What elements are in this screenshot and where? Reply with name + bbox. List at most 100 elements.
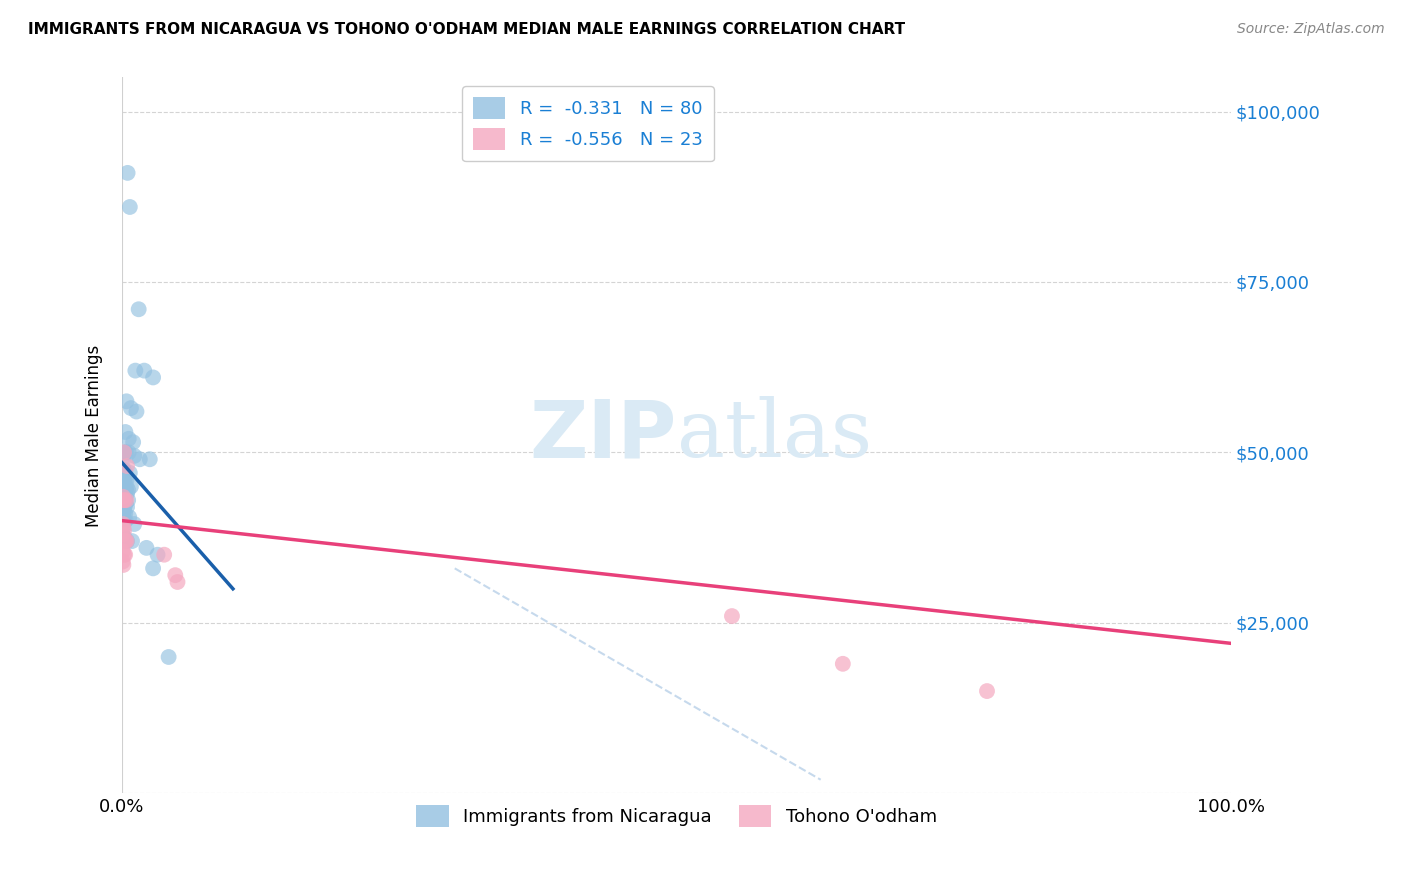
Point xyxy=(114,534,136,549)
Point xyxy=(112,462,135,476)
Text: atlas: atlas xyxy=(676,396,872,475)
Point xyxy=(114,466,136,480)
Point xyxy=(111,459,134,474)
Point xyxy=(120,401,142,416)
Point xyxy=(114,514,136,528)
Point xyxy=(114,490,136,504)
Point xyxy=(112,445,135,459)
Point xyxy=(128,452,150,467)
Point xyxy=(111,473,134,487)
Point xyxy=(114,483,136,497)
Point xyxy=(111,527,134,541)
Point xyxy=(112,466,135,480)
Point xyxy=(114,486,136,500)
Point xyxy=(112,500,135,514)
Point xyxy=(115,473,138,487)
Point xyxy=(122,449,145,463)
Point xyxy=(111,490,134,504)
Point xyxy=(112,524,135,538)
Point xyxy=(112,490,135,504)
Point xyxy=(111,490,134,504)
Point xyxy=(112,445,135,459)
Point xyxy=(115,394,138,409)
Point xyxy=(118,200,141,214)
Point xyxy=(114,425,136,439)
Point xyxy=(157,650,180,665)
Point xyxy=(115,445,138,459)
Point xyxy=(166,574,188,589)
Point xyxy=(121,534,143,549)
Point xyxy=(114,531,136,545)
Point xyxy=(831,657,853,671)
Point xyxy=(112,497,135,511)
Point xyxy=(118,432,141,446)
Text: ZIP: ZIP xyxy=(529,396,676,475)
Point xyxy=(721,609,744,624)
Point xyxy=(111,479,134,493)
Point xyxy=(114,493,136,508)
Point xyxy=(112,473,135,487)
Point xyxy=(125,404,148,418)
Point xyxy=(112,507,135,521)
Point xyxy=(122,435,145,450)
Legend: Immigrants from Nicaragua, Tohono O'odham: Immigrants from Nicaragua, Tohono O'odha… xyxy=(409,798,943,834)
Y-axis label: Median Male Earnings: Median Male Earnings xyxy=(86,344,103,526)
Point xyxy=(112,493,135,508)
Point xyxy=(111,514,134,528)
Point xyxy=(115,493,138,508)
Point xyxy=(111,555,134,569)
Point xyxy=(115,486,138,500)
Point xyxy=(114,497,136,511)
Point xyxy=(146,548,169,562)
Point xyxy=(139,452,162,467)
Point xyxy=(112,520,135,534)
Point xyxy=(111,527,134,541)
Point xyxy=(114,493,136,508)
Point xyxy=(117,166,139,180)
Point xyxy=(111,507,134,521)
Point xyxy=(111,500,134,514)
Point xyxy=(118,466,141,480)
Point xyxy=(114,500,136,514)
Point xyxy=(112,514,135,528)
Point xyxy=(142,561,165,575)
Point xyxy=(111,516,134,531)
Point xyxy=(118,445,141,459)
Point xyxy=(115,534,138,549)
Point xyxy=(117,483,139,497)
Point xyxy=(111,493,134,508)
Point xyxy=(115,500,138,514)
Point xyxy=(142,370,165,384)
Point xyxy=(114,548,136,562)
Point xyxy=(114,507,136,521)
Text: IMMIGRANTS FROM NICARAGUA VS TOHONO O'ODHAM MEDIAN MALE EARNINGS CORRELATION CHA: IMMIGRANTS FROM NICARAGUA VS TOHONO O'OD… xyxy=(28,22,905,37)
Point xyxy=(135,541,157,555)
Text: Source: ZipAtlas.com: Source: ZipAtlas.com xyxy=(1237,22,1385,37)
Point xyxy=(165,568,187,582)
Point xyxy=(134,363,156,377)
Point xyxy=(112,558,135,572)
Point xyxy=(112,493,135,508)
Point xyxy=(128,302,150,317)
Point xyxy=(111,544,134,558)
Point xyxy=(111,483,134,497)
Point xyxy=(153,548,176,562)
Point xyxy=(118,510,141,524)
Point xyxy=(111,497,134,511)
Point xyxy=(115,534,138,549)
Point xyxy=(112,473,135,487)
Point xyxy=(111,486,134,500)
Point xyxy=(122,516,145,531)
Point xyxy=(976,684,998,698)
Point xyxy=(114,479,136,493)
Point xyxy=(115,479,138,493)
Point xyxy=(115,459,138,474)
Point xyxy=(112,483,135,497)
Point xyxy=(114,534,136,549)
Point xyxy=(112,486,135,500)
Point xyxy=(112,548,135,562)
Point xyxy=(112,445,135,459)
Point xyxy=(117,493,139,508)
Point xyxy=(112,479,135,493)
Point xyxy=(112,483,135,497)
